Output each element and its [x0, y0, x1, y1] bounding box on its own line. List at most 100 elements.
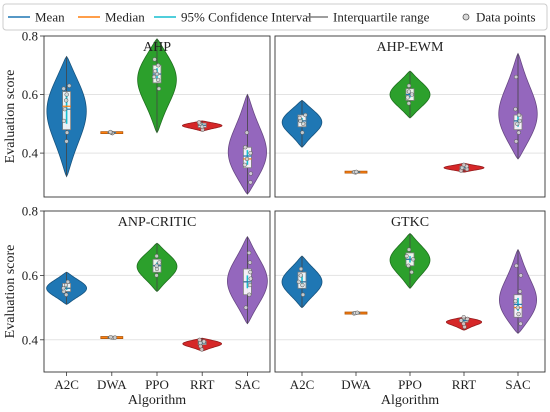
data-point	[108, 129, 113, 135]
violin-sac	[227, 93, 267, 195]
data-point	[411, 257, 416, 262]
legend: Mean Median 95% Confidence Interval Interqu…	[2, 3, 548, 31]
data-point	[513, 299, 518, 304]
data-point	[61, 118, 67, 124]
data-point	[517, 118, 522, 124]
y-tick-label: 0.4	[22, 146, 39, 161]
data-point	[247, 260, 253, 265]
data-point	[409, 92, 415, 97]
violin-sac	[499, 248, 537, 334]
x-tick-label: A2C	[54, 377, 79, 392]
data-point	[197, 337, 202, 342]
violin-dwa	[100, 335, 124, 341]
data-point	[112, 335, 118, 340]
data-point	[248, 150, 253, 156]
violin-dwa	[344, 310, 368, 316]
data-point	[298, 273, 303, 278]
data-point	[515, 305, 520, 310]
legend-item-95-confidence-interval: 95% Confidence Interval	[154, 10, 312, 25]
data-point	[248, 276, 253, 281]
legend-item-interquartile-range: Interquartile range	[306, 10, 430, 25]
data-point	[354, 169, 359, 174]
legend-item-data-points: Data points	[462, 10, 536, 25]
violin-rrt	[443, 162, 485, 173]
panel-ahp: AHP 0.4 0.6 0.8 Evaluation score	[3, 29, 271, 198]
data-point	[157, 260, 162, 265]
data-point	[61, 286, 66, 291]
violin-dwa	[344, 169, 368, 175]
x-tick-label: SAC	[235, 377, 260, 392]
violin-a2c	[46, 55, 87, 178]
data-point	[64, 130, 70, 135]
data-point	[156, 63, 161, 68]
data-point	[300, 130, 305, 135]
data-point	[406, 101, 411, 106]
y-tick-label: 0.6	[22, 268, 39, 283]
x-tick-label: RRT	[190, 377, 215, 392]
data-point	[64, 292, 69, 297]
data-point	[406, 247, 412, 252]
x-tick-label: PPO	[145, 377, 169, 392]
data-point	[461, 162, 466, 167]
data-point	[514, 139, 519, 144]
data-point	[516, 130, 521, 135]
data-point	[298, 266, 304, 272]
x-axis-label: Algorithm	[381, 393, 439, 408]
legend-label: Interquartile range	[333, 10, 430, 25]
panel-title: GTKC	[391, 215, 429, 230]
panel-title: ANP-CRITIC	[118, 215, 197, 230]
violin-ppo	[136, 242, 178, 293]
data-point	[465, 316, 470, 322]
data-point	[62, 107, 67, 112]
data-point	[248, 270, 253, 275]
panel-gtkc: GTKC A2C DWA PPO RRT SAC Algorithm	[274, 210, 546, 408]
data-point	[301, 121, 306, 126]
legend-label: Data points	[476, 10, 536, 25]
data-point	[65, 279, 71, 284]
data-point	[406, 89, 412, 94]
x-tick-label: SAC	[505, 377, 530, 392]
x-axis-label: Algorithm	[128, 393, 186, 408]
data-point	[461, 315, 466, 320]
data-point	[244, 130, 249, 135]
data-point	[513, 74, 519, 80]
violin-a2c	[281, 255, 323, 309]
data-point	[515, 121, 520, 126]
data-point	[242, 162, 247, 167]
violin-rrt	[445, 315, 483, 331]
data-point	[513, 107, 518, 112]
panel-frame	[43, 35, 271, 198]
x-tick-label: A2C	[290, 377, 315, 392]
y-axis-label: Evaluation score	[3, 70, 18, 164]
data-point	[404, 253, 409, 259]
data-point	[355, 310, 360, 315]
violin-a2c	[46, 271, 88, 305]
y-tick-label: 0.8	[22, 29, 38, 44]
data-point	[108, 335, 113, 340]
data-point	[461, 321, 466, 326]
data-point	[300, 282, 305, 288]
panel-anp-critic: ANP-CRITIC 0.4 0.6 0.8 Evaluation score A2C DW…	[3, 204, 271, 408]
panel-ahp-ewm: AHP-EWM	[274, 35, 546, 198]
data-point	[153, 68, 158, 74]
violin-rrt	[181, 120, 223, 132]
data-point	[516, 112, 522, 118]
violin-ppo	[137, 38, 177, 134]
x-tick-label: RRT	[452, 377, 477, 392]
panel-title: AHP-EWM	[377, 40, 444, 55]
data-point	[199, 124, 205, 129]
data-point	[152, 57, 157, 62]
violin-ppo	[389, 70, 431, 119]
legend-label: 95% Confidence Interval	[181, 10, 312, 25]
data-point	[518, 273, 523, 278]
data-point	[64, 98, 69, 103]
data-point	[63, 282, 69, 288]
violin-ppo	[389, 233, 431, 289]
data-point	[155, 77, 161, 83]
data-point	[154, 263, 159, 268]
legend-label: Median	[105, 10, 145, 25]
data-point	[154, 253, 159, 259]
panel-title: AHP	[143, 40, 171, 55]
data-point	[156, 86, 162, 91]
